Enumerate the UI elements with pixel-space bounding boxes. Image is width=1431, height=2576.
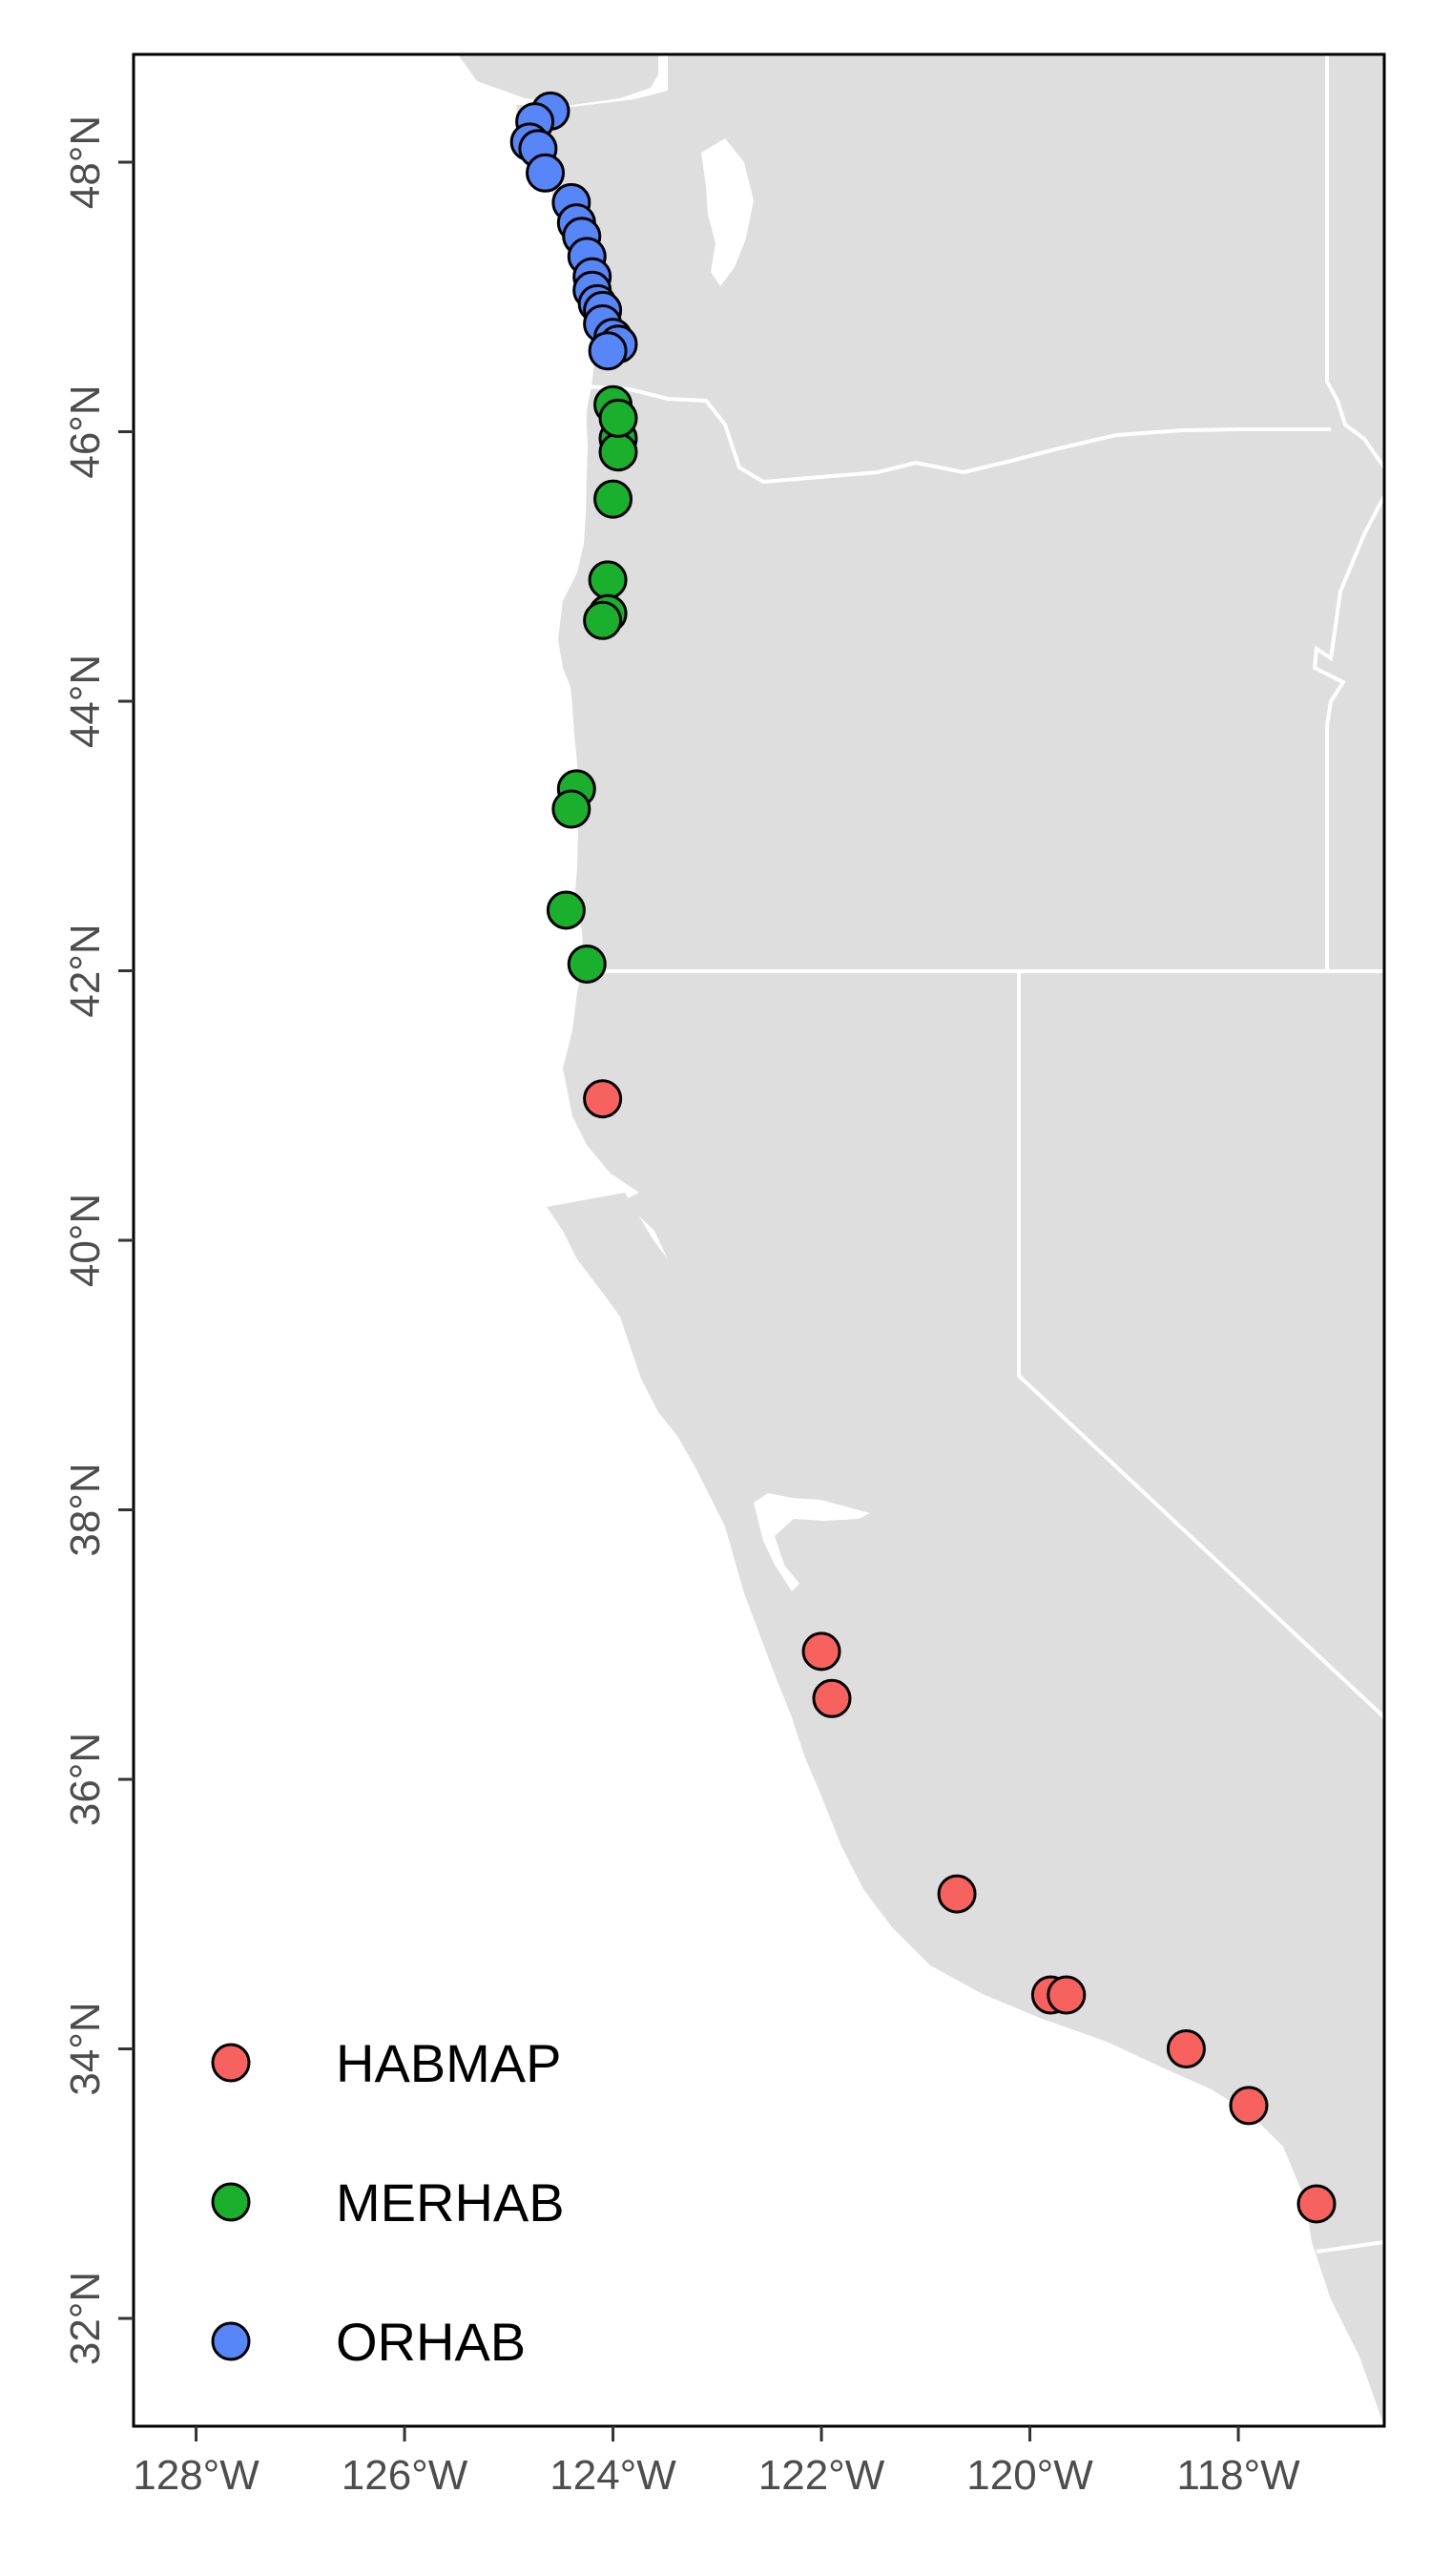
legend-marker-merhab	[211, 2182, 251, 2222]
x-axis: 128°W 126°W 124°W 122°W 120°W 118°W	[133, 2426, 1300, 2499]
y-axis: 32°N 34°N 36°N 38°N 40°N 42°N 44°N 46°N 48°N	[62, 115, 134, 2365]
site-point-orhab	[588, 331, 628, 371]
y-tick-label: 34°N	[62, 2002, 109, 2095]
site-point-merhab	[567, 944, 607, 984]
legend-marker-orhab	[211, 2321, 251, 2361]
site-point-habmap	[801, 1631, 841, 1672]
x-tick-label: 124°W	[550, 2452, 676, 2499]
sampling-sites	[509, 91, 1337, 2224]
columbia-river	[586, 384, 1331, 485]
california-nevada-border	[1017, 971, 1384, 1719]
vancouver-island-landmass	[458, 54, 658, 105]
site-point-orhab	[526, 153, 566, 193]
san-francisco-bay-water	[754, 1493, 870, 1591]
y-tick-label: 44°N	[62, 654, 109, 748]
site-point-merhab	[583, 600, 623, 640]
site-point-habmap	[812, 1678, 852, 1718]
x-tick-label: 122°W	[758, 2452, 885, 2499]
site-point-merhab	[551, 789, 591, 829]
x-tick-label: 128°W	[133, 2452, 259, 2499]
legend-label-merhab: MERHAB	[336, 2172, 565, 2233]
site-point-merhab	[546, 890, 586, 930]
y-tick-label: 38°N	[62, 1463, 109, 1556]
us-mexico-border	[1316, 2240, 1384, 2254]
y-tick-label: 48°N	[62, 115, 109, 209]
y-tick-label: 46°N	[62, 384, 109, 478]
site-point-habmap	[583, 1079, 623, 1119]
x-tick-label: 118°W	[1176, 2452, 1300, 2499]
site-point-habmap	[1047, 1975, 1087, 2015]
site-point-merhab	[593, 479, 633, 519]
legend-marker-habmap	[211, 2043, 251, 2083]
y-tick-label: 42°N	[62, 924, 109, 1017]
y-tick-label: 32°N	[62, 2272, 109, 2365]
legend-label-habmap: HABMAP	[336, 2033, 562, 2093]
site-point-habmap	[937, 1874, 977, 1914]
site-point-habmap	[1166, 2029, 1206, 2068]
legend-label-orhab: ORHAB	[336, 2312, 526, 2372]
x-tick-label: 120°W	[966, 2452, 1093, 2499]
site-point-merhab	[598, 432, 638, 472]
y-tick-label: 40°N	[62, 1194, 109, 1287]
basemap	[458, 54, 1384, 2426]
channel-islands	[992, 2129, 1076, 2164]
site-point-habmap	[1296, 2184, 1337, 2224]
site-point-merhab	[598, 398, 638, 438]
x-tick-label: 126°W	[342, 2452, 468, 2499]
idaho-border	[1312, 54, 1384, 971]
y-tick-label: 36°N	[62, 1733, 109, 1826]
site-point-merhab	[588, 560, 628, 600]
puget-sound-water	[701, 138, 754, 286]
us-landmass	[517, 54, 1384, 2426]
legend: HABMAP MERHAB ORHAB	[211, 2033, 565, 2372]
site-point-habmap	[1229, 2086, 1269, 2126]
